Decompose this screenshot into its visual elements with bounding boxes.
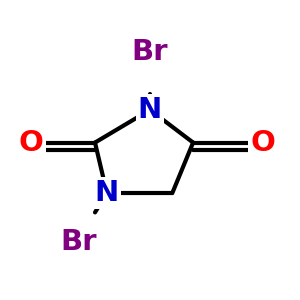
Text: N: N (138, 96, 162, 124)
Text: Br: Br (132, 38, 168, 66)
Text: Br: Br (60, 228, 97, 256)
Text: O: O (250, 129, 275, 157)
Text: O: O (19, 129, 44, 157)
Text: N: N (95, 179, 119, 207)
